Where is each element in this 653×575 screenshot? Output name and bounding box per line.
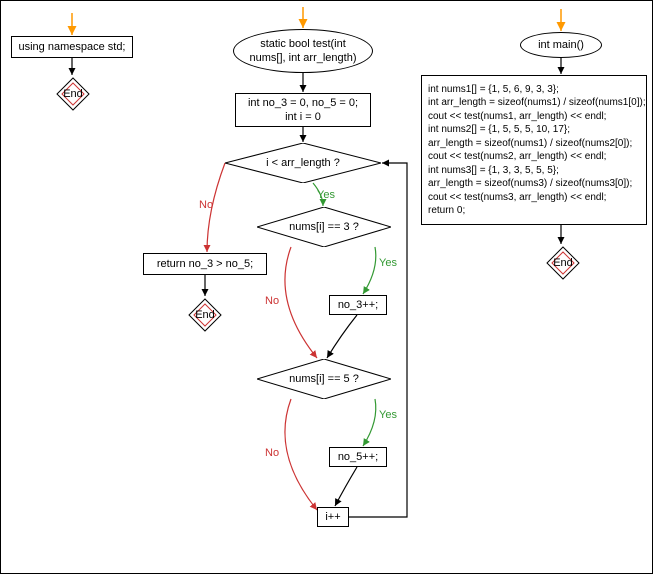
end-node-return: End bbox=[187, 297, 223, 336]
main-body-node: int nums1[] = {1, 5, 6, 9, 3, 3}; int ar… bbox=[421, 75, 647, 225]
label-no: No bbox=[265, 447, 279, 459]
end-node-right: End bbox=[545, 245, 581, 284]
func-test-header: static bool test(int nums[], int arr_len… bbox=[233, 29, 373, 73]
inc-i-node: i++ bbox=[317, 507, 349, 527]
decl-node: int no_3 = 0, no_5 = 0; int i = 0 bbox=[235, 93, 371, 127]
end-label: End bbox=[55, 88, 91, 100]
cond-eq5-text: nums[i] == 5 ? bbox=[257, 373, 391, 385]
stmt-text: using namespace std; bbox=[18, 40, 125, 54]
inc-no5-text: no_5++; bbox=[338, 450, 378, 464]
label-yes: Yes bbox=[317, 189, 335, 201]
inc-i-text: i++ bbox=[325, 510, 340, 524]
end-node-left: End bbox=[55, 76, 91, 115]
main-body-text: int nums1[] = {1, 5, 6, 9, 3, 3}; int ar… bbox=[428, 83, 646, 218]
cond-eq3-text: nums[i] == 3 ? bbox=[257, 221, 391, 233]
flowchart-canvas: using namespace std; End static bool tes… bbox=[0, 0, 653, 574]
stmt-using-namespace: using namespace std; bbox=[11, 36, 133, 58]
cond-eq5: nums[i] == 5 ? bbox=[257, 359, 391, 399]
cond-loop-text: i < arr_length ? bbox=[225, 157, 381, 169]
func-main-header: int main() bbox=[520, 32, 602, 58]
decl-text: int no_3 = 0, no_5 = 0; int i = 0 bbox=[248, 96, 358, 125]
label-no: No bbox=[265, 295, 279, 307]
func-main-text: int main() bbox=[538, 38, 584, 52]
cond-eq3: nums[i] == 3 ? bbox=[257, 207, 391, 247]
label-yes: Yes bbox=[379, 257, 397, 269]
inc-no3-node: no_3++; bbox=[329, 295, 387, 315]
label-no: No bbox=[199, 199, 213, 211]
end-label: End bbox=[187, 309, 223, 321]
return-node: return no_3 > no_5; bbox=[143, 253, 267, 275]
inc-no3-text: no_3++; bbox=[338, 298, 378, 312]
label-yes: Yes bbox=[379, 409, 397, 421]
return-text: return no_3 > no_5; bbox=[157, 257, 253, 271]
inc-no5-node: no_5++; bbox=[329, 447, 387, 467]
cond-loop: i < arr_length ? bbox=[225, 143, 381, 183]
func-test-text: static bool test(int nums[], int arr_len… bbox=[250, 37, 357, 66]
end-label: End bbox=[545, 257, 581, 269]
